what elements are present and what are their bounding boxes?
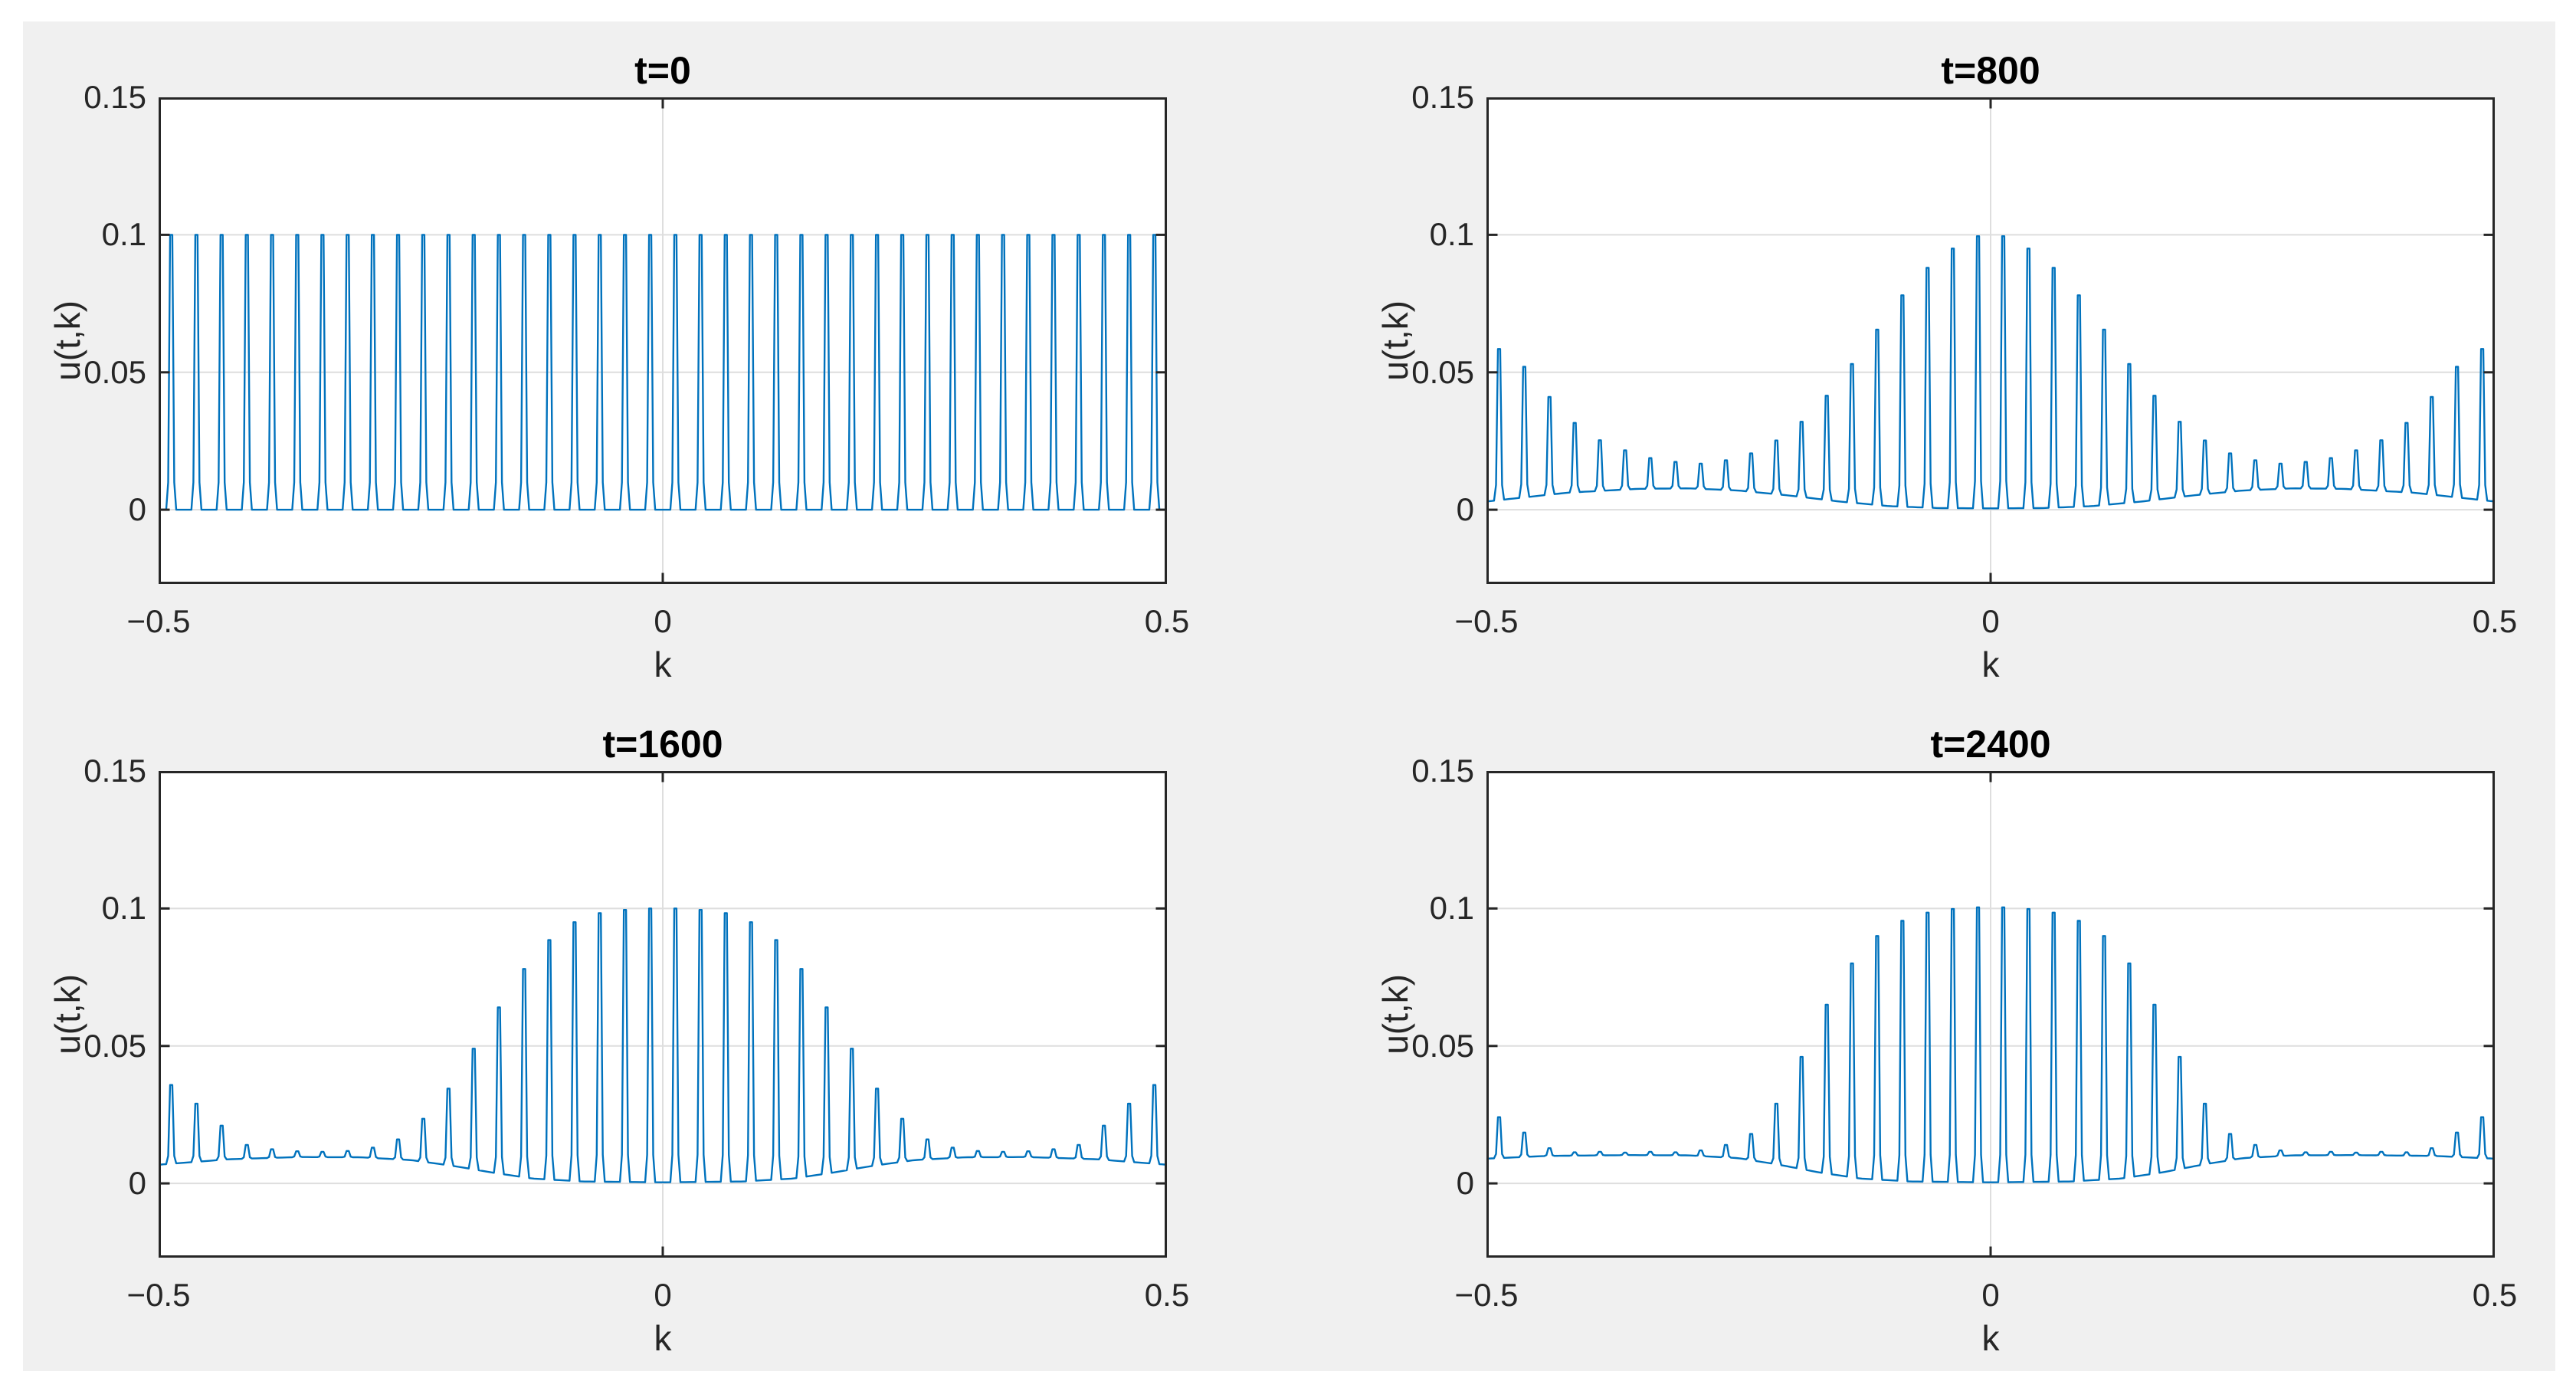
y-tick-label: 0.05 — [1411, 353, 1474, 390]
y-tick-label: 0 — [128, 491, 146, 528]
x-tick-label: −0.5 — [126, 1277, 191, 1313]
x-tick-label: 0.5 — [2472, 603, 2518, 639]
x-tick-label: 0.5 — [2472, 1277, 2518, 1313]
y-tick-label: 0.1 — [101, 890, 146, 927]
y-tick-label: 0 — [1456, 1165, 1474, 1202]
x-axis-label: k — [654, 1318, 672, 1358]
y-axis-label-text: u(t,k) — [48, 974, 87, 1055]
x-axis-label: k — [1981, 645, 2000, 684]
x-tick-label: −0.5 — [1454, 603, 1519, 639]
y-axis-label-text: u(t,k) — [1375, 974, 1415, 1055]
x-tick-label: 0 — [654, 603, 672, 639]
y-axis-label: u(t,k) — [48, 97, 87, 584]
y-tick-label: 0.1 — [1429, 890, 1474, 927]
subplot-title: t=0 — [634, 49, 691, 92]
y-tick-label: 0.05 — [1411, 1027, 1474, 1064]
x-tick-label: 0.5 — [1144, 603, 1190, 639]
x-tick-label: −0.5 — [126, 603, 191, 639]
y-tick-label: 0.15 — [1411, 79, 1474, 115]
subplot-t1600: t=1600 u(t,k) 0.15 0.1 0.05 0 −0.5 0 0.5… — [48, 725, 1189, 1356]
y-axis-label: u(t,k) — [48, 771, 87, 1258]
subplot-t800: t=800 u(t,k) 0.15 0.1 0.05 0 −0.5 0 0.5 … — [1375, 51, 2517, 682]
plot-area — [1486, 771, 2495, 1258]
subplot-title: t=2400 — [1930, 723, 2051, 766]
y-tick-label: 0.15 — [84, 79, 146, 115]
x-axis-label: k — [1981, 1318, 2000, 1358]
x-tick-label: 0.5 — [1144, 1277, 1190, 1313]
y-axis-label: u(t,k) — [1375, 97, 1415, 584]
subplot-t0: t=0 u(t,k) 0.15 0.1 0.05 0 −0.5 0 0.5 k — [48, 51, 1189, 682]
y-tick-label: 0.15 — [84, 753, 146, 789]
y-tick-label: 0.1 — [1429, 216, 1474, 253]
plot-area — [159, 771, 1167, 1258]
figure-background: t=0 u(t,k) 0.15 0.1 0.05 0 −0.5 0 0.5 k … — [23, 21, 2555, 1371]
plot-area — [159, 97, 1167, 584]
y-tick-label: 0.1 — [101, 216, 146, 253]
y-axis-label-text: u(t,k) — [1375, 300, 1415, 381]
y-tick-label: 0.05 — [84, 1027, 146, 1064]
y-tick-label: 0.15 — [1411, 753, 1474, 789]
plot-area — [1486, 97, 2495, 584]
y-axis-label: u(t,k) — [1375, 771, 1415, 1258]
subplot-t2400: t=2400 u(t,k) 0.15 0.1 0.05 0 −0.5 0 0.5… — [1375, 725, 2517, 1356]
subplot-title: t=800 — [1941, 49, 2040, 92]
y-axis-label-text: u(t,k) — [48, 300, 87, 381]
y-tick-label: 0 — [128, 1165, 146, 1202]
y-tick-label: 0.05 — [84, 353, 146, 390]
subplot-title: t=1600 — [602, 723, 723, 766]
y-tick-label: 0 — [1456, 491, 1474, 528]
x-tick-label: 0 — [654, 1277, 672, 1313]
x-tick-label: 0 — [1981, 603, 2000, 639]
x-axis-label: k — [654, 645, 672, 684]
x-tick-label: −0.5 — [1454, 1277, 1519, 1313]
x-tick-label: 0 — [1981, 1277, 2000, 1313]
